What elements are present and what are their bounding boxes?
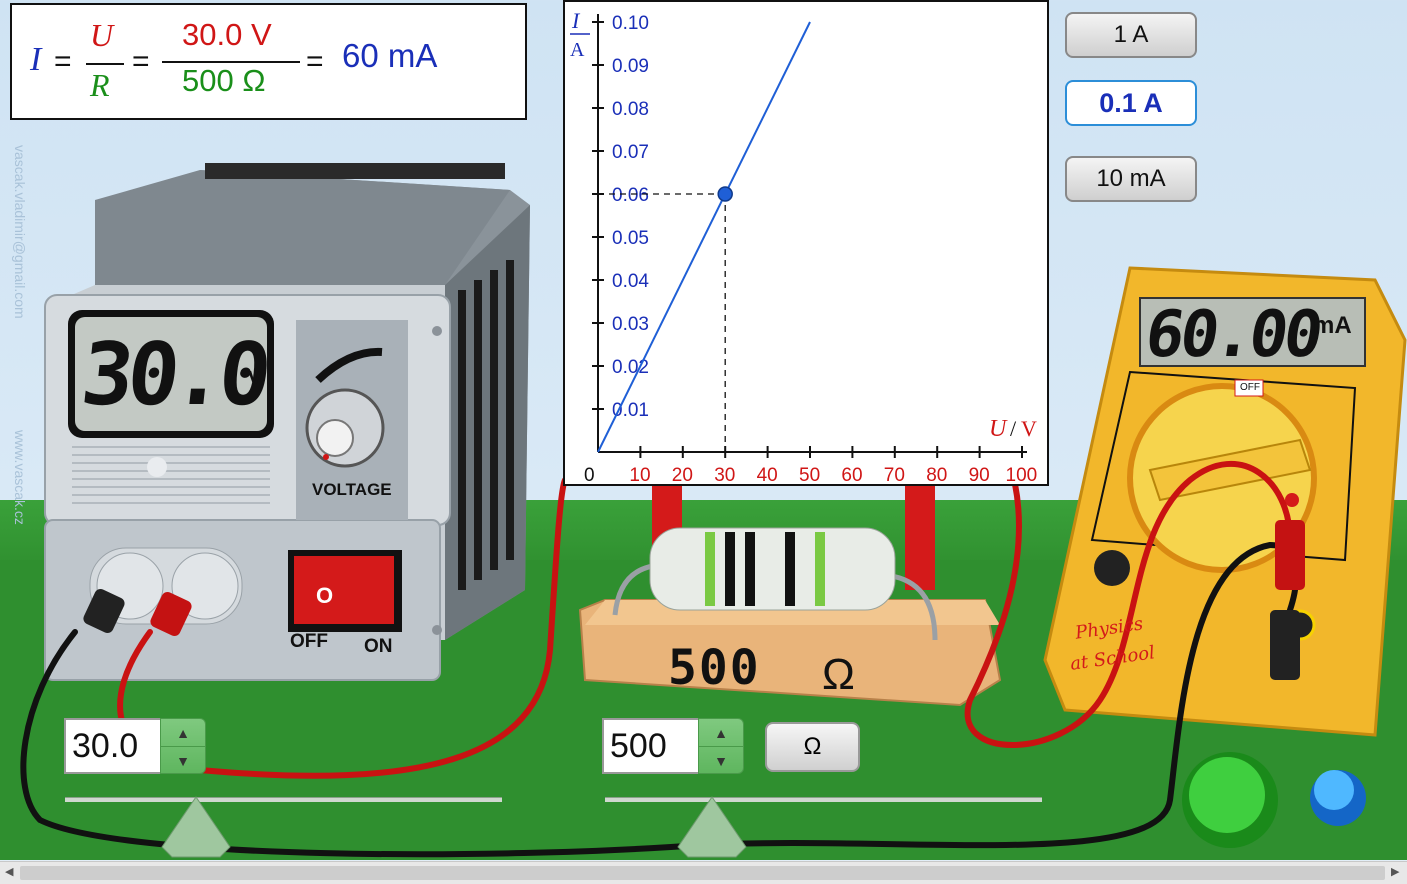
formula-voltage-symbol: U [90,17,114,53]
ohm-unit-button[interactable]: Ω [765,722,860,772]
formula-voltage-value: 30.0 V [182,17,272,52]
x-tick-label: 40 [757,465,778,484]
y-tick-label: 0.06 [612,185,649,206]
power-switch[interactable] [288,550,402,632]
formula-resistance-symbol: R [90,67,110,103]
resistance-down-icon[interactable]: ▼ [699,746,743,774]
psu-display-unit: V [248,368,262,390]
switch-off-label: OFF [290,631,328,652]
x-tick-label: 100 [1006,465,1038,484]
formula-current-symbol: I [30,41,42,78]
resistance-input[interactable]: 500 [602,718,700,774]
graph-svg: 0.100.090.080.070.060.050.040.030.020.01… [570,8,1038,486]
multimeter-display-unit: mA [1313,312,1352,339]
x-tick-label: 10 [629,465,650,484]
x-tick-label: 50 [799,465,820,484]
resistance-up-icon[interactable]: ▲ [714,724,728,741]
voltage-slider[interactable] [65,797,502,802]
y-tick-label: 0.05 [612,228,649,249]
iu-graph: 0.10 0.09 0.08 0.07 0.06 0.05 0.04 0.03 0.02 0.01… [563,0,1049,486]
y-tick-label: 0.03 [612,314,649,335]
y-tick-label: 0.08 [612,99,649,120]
x-axis-slash: / [1010,416,1017,441]
x-tick-label: 90 [969,465,990,484]
horizontal-scrollbar[interactable]: ◀ ▶ [0,861,1407,884]
multimeter [1043,266,1407,737]
formula-equals-2: = [132,45,150,78]
scroll-thumb[interactable] [20,866,1385,880]
x-tick-label: 60 [841,465,862,484]
switch-on-label: ON [364,636,393,657]
resistor-label-unit: Ω [822,650,855,699]
scroll-left-icon[interactable]: ◀ [5,866,14,878]
resistance-stepper[interactable]: ▲ ▼ [698,718,744,774]
voltage-slider-thumb[interactable] [160,795,232,859]
formula-result: 60 mA [342,37,438,74]
x-tick-label: 80 [926,465,947,484]
scroll-right-icon[interactable]: ▶ [1391,866,1400,878]
formula-equals-3: = [306,45,324,78]
iu-series-line [597,21,811,453]
x-tick-label: 70 [884,465,905,484]
resistor-assembly [578,480,1002,707]
range-10ma-button[interactable]: 10 mA [1065,156,1197,202]
power-supply [44,163,530,681]
x-tick-label: 0 [584,465,595,484]
watermark-email: vascak.vladimir@gmail.com [12,145,28,319]
plugs [83,520,1305,680]
vent-slots [458,260,514,590]
psu-display-value: 30.0 [76,325,271,425]
voltage-knob-label: VOLTAGE [312,480,392,499]
y-tick-label: 0.04 [612,271,649,292]
x-axis-symbol: U [989,416,1008,442]
y-axis-unit: A [570,39,585,61]
resistance-slider-thumb[interactable] [676,795,748,859]
operating-point-marker [717,186,733,202]
multimeter-display-value: 60.00 [1140,298,1324,372]
watermark-web: www.vascak.cz [12,430,28,525]
status-led[interactable] [1310,770,1366,826]
y-tick-label: 0.07 [612,142,649,163]
y-tick-label: 0.02 [612,357,649,378]
voltage-up-icon[interactable]: ▲ [176,724,190,741]
y-tick-label: 0.10 [612,13,649,34]
resistor-label-value: 500 [668,640,761,696]
range-0-1a-button[interactable]: 0.1 A [1065,80,1197,126]
y-tick-label: 0.09 [612,56,649,77]
x-tick-label: 30 [714,465,735,484]
voltage-input[interactable]: 30.0 [64,718,162,774]
formula-equals-1: = [54,45,72,78]
switch-o-mark: O [316,583,334,608]
formula-resistance-value: 500 Ω [182,63,266,98]
range-1a-button[interactable]: 1 A [1065,12,1197,58]
x-axis-unit: V [1021,416,1037,441]
voltage-down-icon[interactable]: ▼ [161,746,205,774]
multimeter-off-label: OFF [1240,382,1260,393]
recycle-button[interactable] [1182,752,1278,848]
ohms-law-formula: I = U R = 30.0 V 500 Ω = 60 mA [10,3,527,120]
resistance-slider[interactable] [605,797,1042,802]
y-axis-symbol: I [571,8,581,33]
x-tick-label: 20 [672,465,693,484]
voltage-knob[interactable] [305,400,385,470]
voltage-stepper[interactable]: ▲ ▼ [160,718,206,774]
